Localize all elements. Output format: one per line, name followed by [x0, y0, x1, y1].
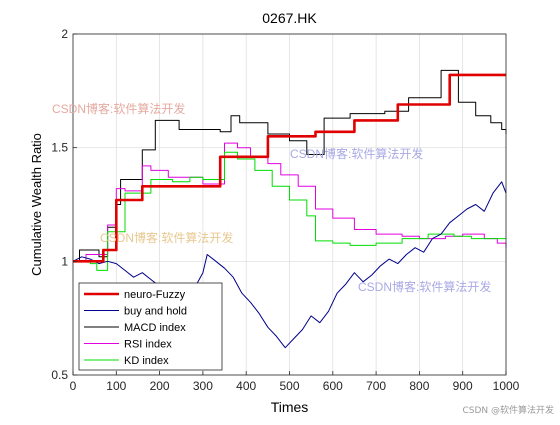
series-line-buy-and-hold	[72, 181, 507, 349]
legend-label-rsi-index: RSI index	[124, 339, 172, 351]
legend-label-neuro-fuzzy: neuro-Fuzzy	[124, 289, 186, 301]
series-layer	[72, 69, 507, 349]
x-tick-label: 600	[323, 379, 343, 393]
x-tick-label: 500	[279, 379, 299, 393]
series-line-neuro-fuzzy	[73, 73, 506, 263]
chart-title: 0267.HK	[262, 10, 317, 26]
x-tick-label: 700	[366, 379, 386, 393]
y-tick-label: 1.5	[51, 141, 68, 155]
watermark-text: CSDN博客:软件算法开发	[290, 146, 423, 161]
axis-ticks: 0 100 200 300 400 500 600 700 800 900 1000 0.5 1 1.5 2	[51, 27, 519, 393]
watermark-text: CSDN博客:软件算法开发	[52, 101, 185, 116]
x-tick-label: 900	[453, 379, 473, 393]
watermark-text: CSDN博客:软件算法开发	[100, 230, 233, 245]
y-tick-label: 2	[61, 27, 68, 41]
legend-label-macd-index: MACD index	[124, 322, 186, 334]
y-tick-label: 0.5	[51, 368, 68, 382]
legend-label-buy-and-hold: buy and hold	[124, 306, 187, 318]
legend: neuro-Fuzzy buy and hold MACD index RSI ind…	[78, 282, 223, 371]
y-axis-label: Cumulative Wealth Ratio	[29, 133, 44, 276]
series-line-kd-index	[73, 151, 506, 271]
x-tick-label: 200	[150, 379, 170, 393]
x-tick-label: 300	[193, 379, 213, 393]
x-tick-label: 0	[70, 379, 77, 393]
legend-label-kd-index: KD index	[124, 355, 169, 367]
y-tick-label: 1	[61, 254, 68, 268]
x-tick-label: 100	[106, 379, 126, 393]
x-tick-label: 400	[236, 379, 256, 393]
watermark-text: CSDN博客:软件算法开发	[358, 279, 491, 294]
x-axis-label: Times	[271, 399, 309, 415]
x-tick-label: 1000	[493, 379, 520, 393]
series-line-rsi-index	[73, 142, 507, 262]
x-tick-label: 800	[409, 379, 429, 393]
footer-credit: CSDN @软件算法开发	[462, 406, 554, 416]
